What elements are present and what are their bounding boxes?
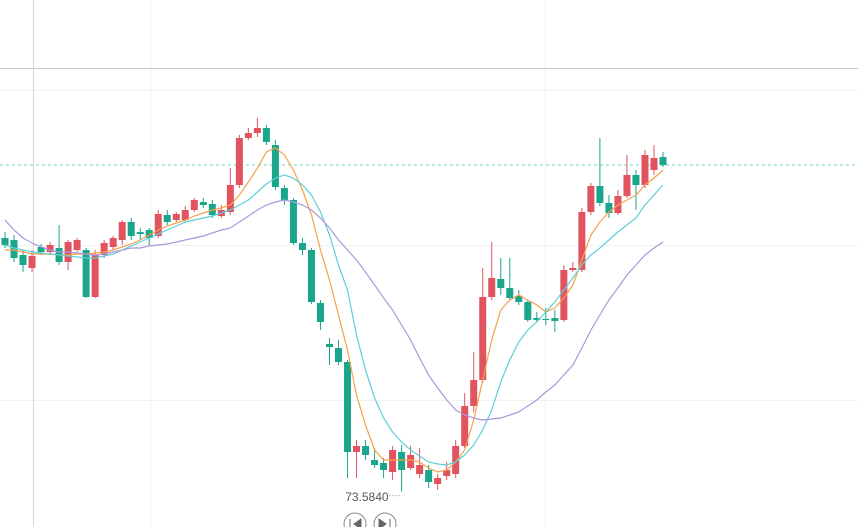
candle-body <box>506 288 514 298</box>
candle-body <box>587 186 595 212</box>
candle-body <box>10 240 18 258</box>
candle-body <box>28 256 36 268</box>
candle-body <box>416 465 424 474</box>
candle-body <box>380 463 388 470</box>
candle-body <box>524 302 532 320</box>
candle-body <box>434 478 442 484</box>
candle-body <box>650 158 658 170</box>
candle-body <box>641 155 649 185</box>
candle-body <box>316 303 324 322</box>
candle-body <box>289 200 297 243</box>
plot-area: 73.5840 <box>0 118 858 504</box>
candle-body <box>127 222 135 236</box>
candle-body <box>271 145 279 187</box>
candle-body <box>443 470 451 476</box>
nav-buttons <box>343 512 397 527</box>
candle-body <box>163 215 171 222</box>
ma-line <box>4 174 664 466</box>
candle-body <box>407 455 415 468</box>
candle-body <box>569 268 577 270</box>
candle-body <box>280 188 288 200</box>
candle-body <box>623 175 631 196</box>
candle-body <box>145 230 153 238</box>
candle-body <box>479 297 487 380</box>
candle-body <box>307 250 315 302</box>
prev-button[interactable] <box>343 512 367 527</box>
candle-body <box>181 210 189 220</box>
candle-body <box>154 214 162 236</box>
candle-body <box>371 460 379 465</box>
candle-body <box>542 319 550 320</box>
candle-body <box>398 452 406 470</box>
candle-body <box>452 446 460 474</box>
candle-body <box>91 255 99 297</box>
candle-body <box>560 270 568 320</box>
candle-body <box>389 450 397 472</box>
candle-body <box>244 133 252 138</box>
candle-body <box>325 344 333 347</box>
candle-body <box>551 318 559 321</box>
candle-body <box>100 243 108 255</box>
candle-body <box>226 185 234 212</box>
next-button[interactable] <box>373 512 397 527</box>
candle-body <box>37 247 45 252</box>
candle-body <box>470 380 478 406</box>
candle-body <box>632 175 640 185</box>
candle-body <box>497 279 505 288</box>
candle-body <box>190 200 198 210</box>
candle-body <box>46 245 54 252</box>
ma-line <box>5 147 664 473</box>
candle-body <box>362 446 370 455</box>
candle-body <box>425 470 433 482</box>
candle-body <box>172 214 180 220</box>
candle-body <box>353 446 361 452</box>
candle-body <box>298 243 306 250</box>
candle-body <box>605 203 613 213</box>
candle-body <box>118 222 126 240</box>
candle-body <box>578 212 586 270</box>
candle-body <box>461 406 469 446</box>
candle-body <box>596 186 604 203</box>
candle-body <box>335 348 343 362</box>
candle-body <box>533 318 541 320</box>
min-annotation-label: 73.5840 <box>345 490 389 504</box>
candle-body <box>82 250 90 297</box>
candle-body <box>199 202 207 205</box>
candle-body <box>19 255 27 265</box>
candle-body <box>262 128 270 142</box>
candle-body <box>253 128 261 133</box>
candle-body <box>659 157 667 165</box>
candle-body <box>488 278 496 297</box>
candle-body <box>1 238 9 245</box>
candle-body <box>136 232 144 234</box>
candle-body <box>109 238 117 247</box>
candle-body <box>515 296 523 302</box>
candle-body <box>235 138 243 185</box>
candle-body <box>73 240 81 250</box>
candle-body <box>344 362 352 452</box>
ma-line <box>4 199 664 421</box>
